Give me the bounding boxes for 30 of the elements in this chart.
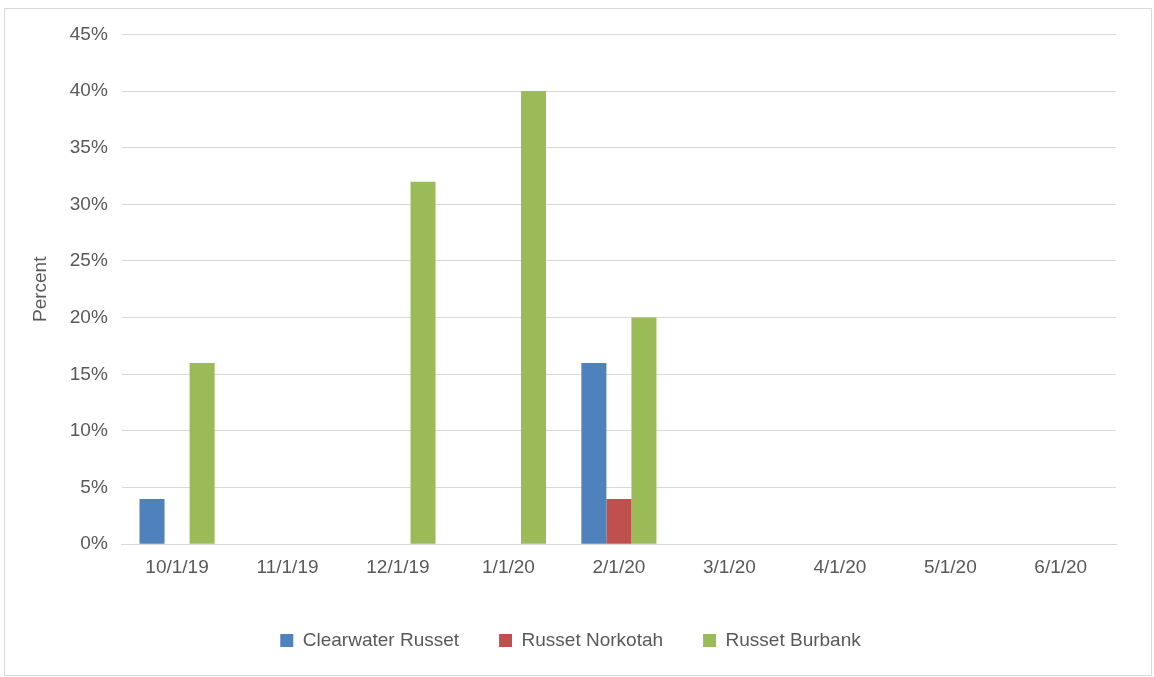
- y-tick-label: 40%: [69, 79, 108, 101]
- y-tick-label: 10%: [69, 419, 108, 441]
- bar: [581, 362, 607, 544]
- bar: [631, 317, 657, 544]
- legend-label: Clearwater Russet: [302, 628, 460, 650]
- y-tick-label: 0%: [80, 532, 108, 554]
- x-tick-label: 12/1/19: [366, 555, 430, 577]
- y-axis-title: Percent: [28, 255, 50, 323]
- x-tick-label: 11/1/19: [256, 555, 319, 577]
- bar: [189, 362, 215, 544]
- y-tick-label: 30%: [69, 192, 108, 214]
- bar: [139, 498, 165, 544]
- x-tick-label: 2/1/20: [592, 555, 646, 577]
- x-tick-label: 3/1/20: [702, 555, 756, 577]
- y-tick-label: 25%: [69, 249, 108, 271]
- x-tick-label: 5/1/20: [923, 555, 977, 577]
- bar: [606, 498, 632, 544]
- x-tick-label: 1/1/20: [482, 555, 535, 577]
- y-tick-label: 35%: [69, 135, 108, 157]
- y-tick-label: 45%: [69, 22, 108, 44]
- legend-label: Russet Burbank: [725, 628, 862, 650]
- bar: [410, 181, 436, 544]
- legend-label: Russet Norkotah: [521, 628, 664, 650]
- y-tick-label: 20%: [69, 305, 108, 327]
- bar: [520, 91, 547, 544]
- x-tick-label: 6/1/20: [1034, 555, 1088, 577]
- y-tick-label: 15%: [69, 362, 108, 384]
- x-tick-label: 4/1/20: [813, 555, 867, 577]
- y-tick-label: 5%: [80, 475, 108, 497]
- x-tick-label: 10/1/19: [145, 555, 209, 577]
